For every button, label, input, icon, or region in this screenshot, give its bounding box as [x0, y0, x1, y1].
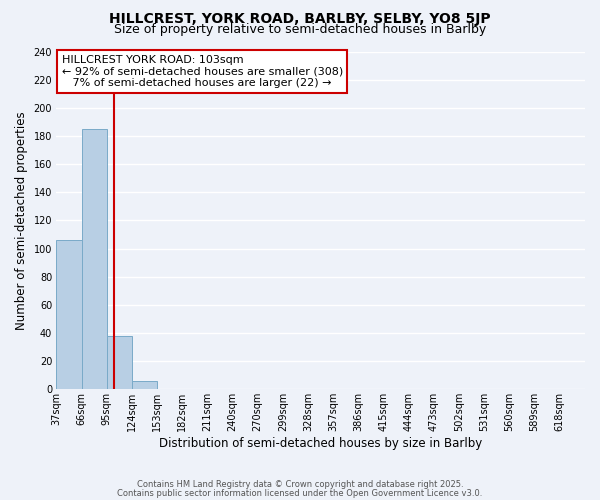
Bar	[107, 336, 132, 390]
Text: HILLCREST YORK ROAD: 103sqm
← 92% of semi-detached houses are smaller (308)
   7: HILLCREST YORK ROAD: 103sqm ← 92% of sem…	[62, 55, 343, 88]
Text: Contains HM Land Registry data © Crown copyright and database right 2025.: Contains HM Land Registry data © Crown c…	[137, 480, 463, 489]
Text: Size of property relative to semi-detached houses in Barlby: Size of property relative to semi-detach…	[114, 22, 486, 36]
X-axis label: Distribution of semi-detached houses by size in Barlby: Distribution of semi-detached houses by …	[159, 437, 482, 450]
Bar	[82, 129, 107, 390]
Text: HILLCREST, YORK ROAD, BARLBY, SELBY, YO8 5JP: HILLCREST, YORK ROAD, BARLBY, SELBY, YO8…	[109, 12, 491, 26]
Bar	[132, 381, 157, 390]
Y-axis label: Number of semi-detached properties: Number of semi-detached properties	[15, 111, 28, 330]
Text: Contains public sector information licensed under the Open Government Licence v3: Contains public sector information licen…	[118, 488, 482, 498]
Bar	[56, 240, 82, 390]
